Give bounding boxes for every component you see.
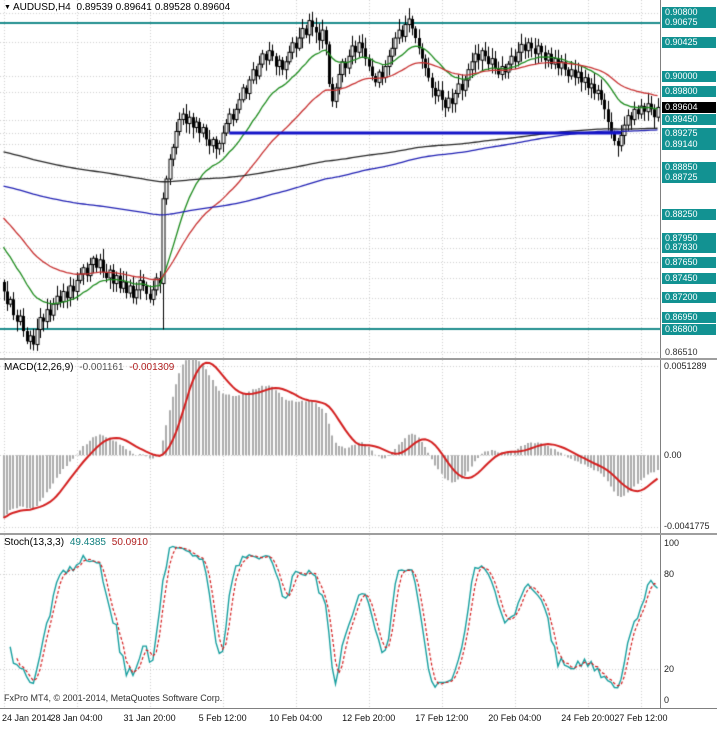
symbol-timeframe-label: AUDUSD,H4 [12, 2, 71, 13]
macd-axis-label: 0.00 [664, 450, 682, 461]
macd-canvas[interactable] [0, 360, 660, 533]
macd-main-value: -0.001161 [79, 362, 124, 373]
ohlc-low: 0.89528 [154, 2, 191, 13]
stoch-label: Stoch(13,3,3) [4, 537, 65, 548]
stoch-axis-label: 20 [664, 663, 675, 674]
time-axis-label: 20 Feb 04:00 [488, 713, 542, 723]
price-axis-label: 0.89275 [662, 127, 716, 139]
panel-splitter-macd[interactable] [0, 358, 717, 360]
stoch-axis-label: 0 [664, 695, 670, 706]
ohlc-close: 0.89604 [193, 2, 231, 13]
price-axis-label: 0.88850 [662, 161, 716, 173]
price-axis-label: 0.90800 [662, 7, 716, 19]
price-axis-label: 0.87450 [662, 272, 716, 284]
stoch-signal-value: 50.0910 [111, 537, 148, 548]
macd-label: MACD(12,26,9) [4, 362, 74, 373]
panel-splitter-stoch[interactable] [0, 533, 717, 535]
stoch-panel: Stoch(13,3,3) 49.4385 50.0910 FxPro MT4,… [0, 535, 717, 708]
chart-marker-icon: ▼ [4, 4, 11, 11]
price-axis-label: 0.89140 [662, 138, 716, 150]
time-axis-label: 27 Feb 12:00 [614, 713, 668, 723]
price-axis-label: 0.87200 [662, 292, 716, 304]
stoch-axis-label: 80 [664, 569, 675, 580]
copyright-text: FxPro MT4, © 2001-2014, MetaQuotes Softw… [4, 693, 223, 703]
stoch-header: Stoch(13,3,3) 49.4385 50.0910 [4, 537, 151, 548]
price-axis-label: 0.90425 [662, 36, 716, 48]
time-axis-label: 10 Feb 04:00 [269, 713, 323, 723]
main-chart-panel: ▼ AUDUSD,H4 0.89539 0.89641 0.89528 0.89604 … [0, 0, 717, 358]
time-axis[interactable]: 24 Jan 2014 28 Jan 04:00 31 Jan 20:00 5 Feb… [0, 708, 717, 730]
macd-axis[interactable]: 0.0051289 0.00 -0.0041775 [660, 360, 717, 533]
price-axis-label: 0.90675 [662, 17, 716, 29]
stoch-axis[interactable]: 100 80 20 0 [660, 535, 717, 708]
macd-axis-label: 0.0051289 [664, 361, 707, 372]
ohlc-open: 0.89539 [76, 2, 113, 13]
price-axis-label: 0.90000 [662, 70, 716, 82]
stoch-main-value: 49.4385 [69, 537, 106, 548]
price-axis-label: 0.89450 [662, 114, 716, 126]
time-axis-label: 24 Jan 2014 [2, 713, 52, 723]
price-axis-label: 0.86800 [662, 323, 716, 335]
time-axis-label: 31 Jan 20:00 [123, 713, 176, 723]
time-axis-label: 17 Feb 12:00 [415, 713, 469, 723]
macd-axis-label: -0.0041775 [664, 521, 710, 531]
price-axis-label: 0.87830 [662, 242, 716, 254]
price-axis-label: 0.89604 [662, 101, 716, 113]
time-axis-label: 5 Feb 12:00 [198, 713, 247, 723]
price-axis-label: 0.87950 [662, 232, 716, 244]
macd-signal-value: -0.001309 [129, 362, 175, 373]
stoch-canvas[interactable] [0, 535, 660, 708]
price-axis-label: 0.86950 [662, 312, 716, 324]
macd-panel: MACD(12,26,9) -0.001161 -0.001309 0.0051… [0, 360, 717, 533]
price-axis-label: 0.87650 [662, 256, 716, 268]
price-axis-label: 0.88250 [662, 209, 716, 221]
price-axis-label: 0.88725 [662, 171, 716, 183]
time-axis-label: 28 Jan 04:00 [50, 713, 103, 723]
price-axis-label: 0.89800 [662, 86, 716, 98]
macd-header: MACD(12,26,9) -0.001161 -0.001309 [4, 362, 177, 373]
chart-title: ▼ AUDUSD,H4 0.89539 0.89641 0.89528 0.89604 [4, 2, 233, 13]
time-axis-label: 24 Feb 20:00 [561, 713, 615, 723]
candlestick-chart-canvas[interactable] [0, 0, 660, 358]
price-axis[interactable]: 0.90800 0.90675 0.90425 0.90000 0.89800 0.896… [660, 0, 717, 358]
ohlc-high: 0.89641 [115, 2, 152, 13]
time-axis-label: 12 Feb 20:00 [342, 713, 396, 723]
stoch-axis-label: 100 [664, 537, 680, 548]
price-axis-label: 0.86510 [665, 346, 698, 357]
